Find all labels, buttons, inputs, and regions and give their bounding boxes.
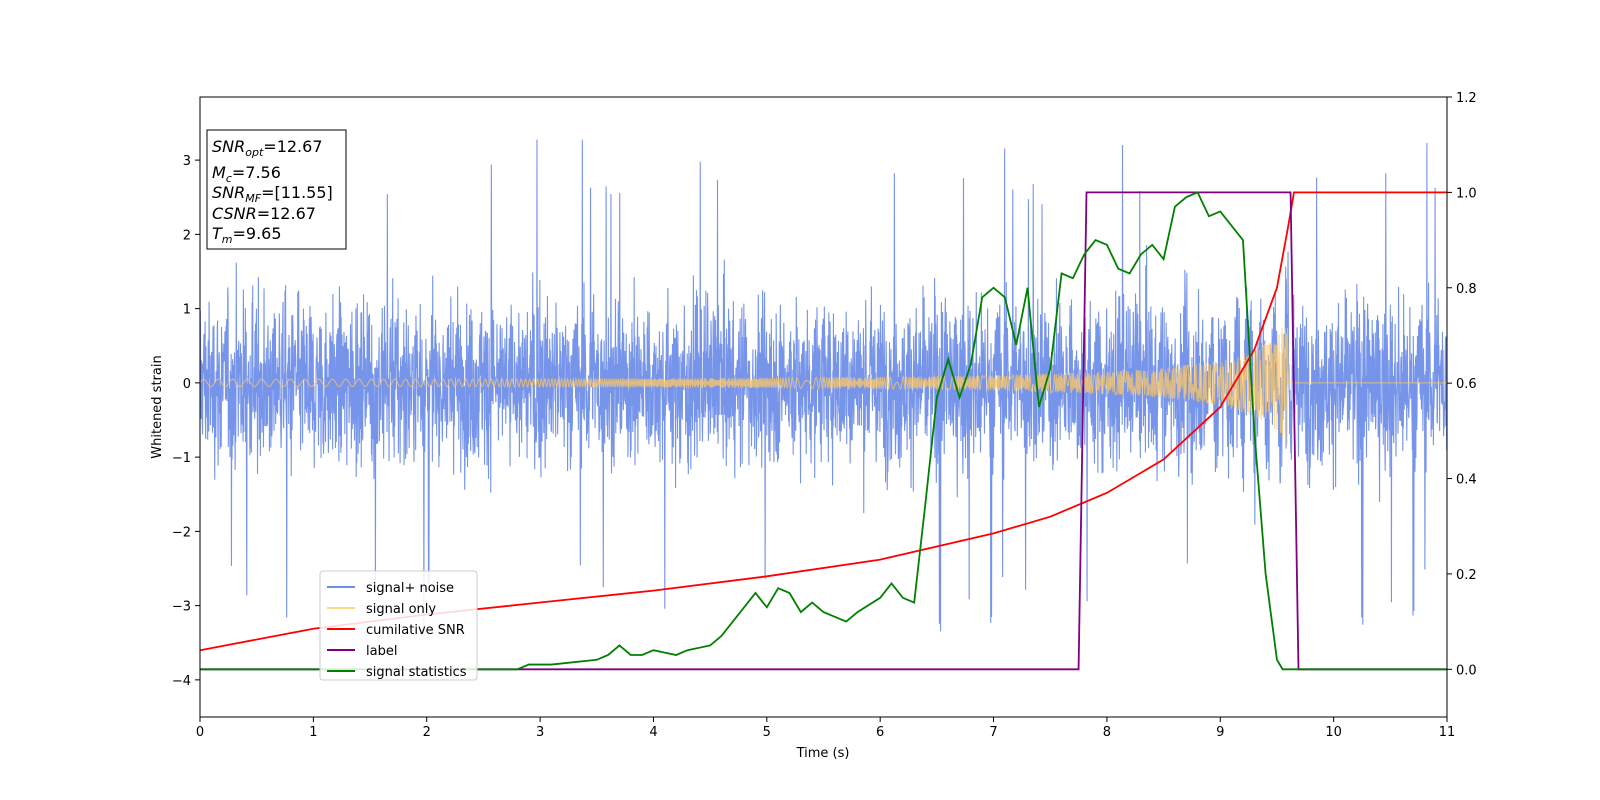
legend: signal+ noise signal only cumilative SNR la… xyxy=(319,570,478,681)
legend-entries: signal+ noise signal only cumilative SNR la… xyxy=(327,581,467,680)
y-tick-label: −4 xyxy=(172,674,191,689)
y-tick-label: −2 xyxy=(172,525,191,540)
y-tick-label: 1 xyxy=(183,303,191,318)
x-tick-label: 10 xyxy=(1325,725,1342,740)
series-signal-only-line xyxy=(200,327,1447,445)
info-csnr-main: CSNR xyxy=(212,204,257,223)
info-box: SNRopt=12.67 Mc=7.56 SNRMF=[11.55] CSNR=… xyxy=(206,129,347,250)
series-layer xyxy=(200,139,1447,671)
legend-label: signal statistics xyxy=(366,665,467,680)
x-tick-label: 9 xyxy=(1216,725,1224,740)
info-snr-mf-value: =[11.55] xyxy=(261,183,333,202)
info-snr-opt-main: SNR xyxy=(212,137,245,156)
y-right-tick-label: 1.2 xyxy=(1456,91,1477,106)
series-cumulative-snr-line xyxy=(200,191,1447,652)
y-axis-label: Whitened strain xyxy=(150,355,165,458)
x-tick-label: 11 xyxy=(1439,725,1456,740)
y-right-tick-label: 0.6 xyxy=(1456,377,1477,392)
info-snr-mf-sub: MF xyxy=(245,192,261,205)
info-snr-opt-sub: opt xyxy=(245,146,264,159)
info-csnr-value: =12.67 xyxy=(257,204,316,223)
y-right-tick-label: 0.0 xyxy=(1456,663,1477,678)
info-snr-opt-value: =12.67 xyxy=(263,137,322,156)
y-tick-label: −1 xyxy=(172,451,191,466)
info-tm-main: T xyxy=(212,224,223,243)
x-tick-label: 0 xyxy=(196,725,204,740)
legend-label: label xyxy=(366,644,397,659)
legend-label: signal+ noise xyxy=(366,581,454,596)
x-tick-label: 5 xyxy=(763,725,771,740)
x-tick-label: 3 xyxy=(536,725,544,740)
x-tick-label: 8 xyxy=(1103,725,1111,740)
info-tm-value: =9.65 xyxy=(233,224,282,243)
info-snr-opt: SNRopt=12.67 xyxy=(212,137,323,159)
plot-frame xyxy=(199,96,1448,718)
legend-frame xyxy=(319,570,478,681)
legend-label: signal only xyxy=(366,602,436,617)
info-tm: Tm=9.65 xyxy=(212,224,282,246)
y-right-tick-label: 0.8 xyxy=(1456,282,1477,297)
info-csnr: CSNR=12.67 xyxy=(212,204,316,223)
info-tm-sub: m xyxy=(222,233,233,246)
series-signal-statistics-line xyxy=(200,191,1447,671)
info-mc: Mc=7.56 xyxy=(212,163,281,185)
x-tick-label: 4 xyxy=(649,725,657,740)
ticks-layer: 0 1 2 3 4 5 6 7 8 9 10 11 −4 −3 −2 −1 0 1 2 3 0.0 0.2 0.4 0.6 0.… xyxy=(172,91,1477,740)
y-right-tick-label: 1.0 xyxy=(1456,186,1477,201)
info-snr-mf-main: SNR xyxy=(212,183,245,202)
y-tick-label: 2 xyxy=(183,228,191,243)
x-tick-label: 2 xyxy=(423,725,431,740)
x-tick-label: 7 xyxy=(989,725,997,740)
x-tick-label: 1 xyxy=(309,725,317,740)
y-tick-label: −3 xyxy=(172,600,191,615)
info-mc-sub: c xyxy=(226,172,232,185)
y-tick-label: 3 xyxy=(183,154,191,169)
info-snr-mf: SNRMF=[11.55] xyxy=(212,183,333,205)
y-tick-label: 0 xyxy=(183,377,191,392)
info-mc-value: =7.56 xyxy=(232,163,281,182)
x-tick-label: 6 xyxy=(876,725,884,740)
y-right-tick-label: 0.4 xyxy=(1456,473,1477,488)
series-signal-noise-line xyxy=(200,139,1447,638)
legend-label: cumilative SNR xyxy=(366,623,465,638)
info-mc-main: M xyxy=(212,163,226,182)
y-right-tick-label: 0.2 xyxy=(1456,568,1477,583)
x-axis-label: Time (s) xyxy=(796,746,850,761)
info-box-frame xyxy=(206,129,347,250)
